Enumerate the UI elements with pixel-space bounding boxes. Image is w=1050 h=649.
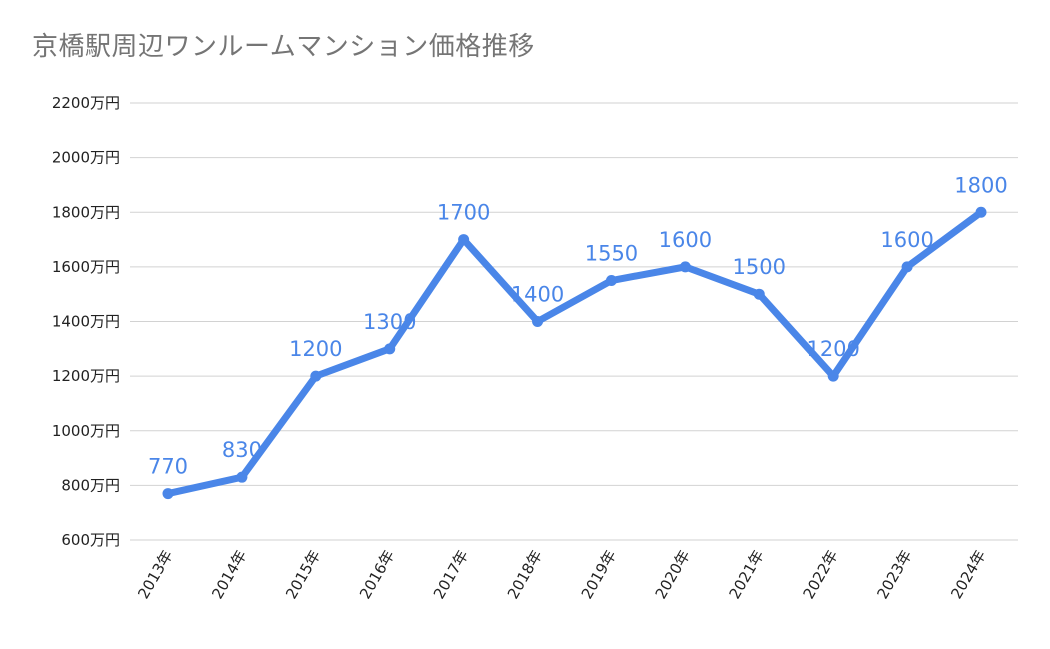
data-point — [901, 261, 913, 273]
x-tick-label: 2024年 — [947, 547, 989, 602]
x-tick-label: 2017年 — [430, 547, 472, 602]
data-label: 1300 — [363, 310, 416, 334]
x-axis-ticks: 2013年 2014年 2015年 2016年 2017年 2018年 2019年 2020年… — [134, 547, 989, 602]
data-point — [310, 370, 322, 382]
y-tick-label: 1200万円 — [52, 367, 120, 385]
y-tick-label: 1800万円 — [52, 203, 120, 221]
data-point — [236, 471, 248, 483]
x-tick-label: 2018年 — [504, 547, 546, 602]
data-point — [384, 343, 396, 355]
data-point — [532, 316, 544, 327]
data-label: 1600 — [659, 228, 712, 252]
data-point — [162, 488, 174, 500]
y-tick-label: 2000万円 — [52, 149, 120, 167]
data-point — [975, 206, 987, 218]
x-tick-label: 2021年 — [726, 547, 768, 602]
data-label: 1400 — [511, 283, 564, 307]
data-point — [679, 261, 691, 273]
data-label: 1500 — [733, 255, 786, 279]
chart-title: 京橋駅周辺ワンルームマンション価格推移 — [32, 32, 535, 62]
x-tick-label: 2020年 — [652, 547, 694, 602]
y-tick-label: 1600万円 — [52, 258, 120, 276]
data-label: 830 — [222, 438, 262, 462]
data-label: 1200 — [289, 337, 342, 361]
data-point — [753, 288, 765, 300]
x-tick-label: 2023年 — [873, 547, 915, 602]
data-point — [458, 234, 470, 246]
y-tick-label: 2200万円 — [52, 94, 120, 112]
x-tick-label: 2016年 — [356, 547, 398, 602]
data-point — [827, 370, 839, 382]
series-line — [164, 208, 985, 498]
y-axis-ticks: 600万円 800万円 1000万円 1200万円 1400万円 1600万円 1800万円… — [52, 94, 120, 549]
data-label: 1600 — [880, 228, 933, 252]
data-label: 1700 — [437, 201, 490, 225]
data-point — [605, 275, 617, 287]
series-price — [162, 206, 987, 500]
x-tick-label: 2015年 — [282, 547, 324, 602]
x-tick-label: 2019年 — [578, 547, 620, 602]
data-label: 1200 — [806, 337, 859, 361]
x-tick-label: 2013年 — [134, 547, 176, 602]
data-label: 1800 — [954, 173, 1007, 197]
data-label: 1550 — [585, 242, 638, 266]
x-tick-label: 2022年 — [799, 547, 841, 602]
y-tick-label: 1400万円 — [52, 313, 120, 331]
data-labels: 770 830 1200 1300 1700 1400 1550 1600 1500 1200 16… — [148, 173, 1008, 478]
y-tick-label: 1000万円 — [52, 422, 120, 440]
y-tick-label: 600万円 — [61, 531, 120, 549]
data-label: 770 — [148, 455, 188, 479]
y-tick-label: 800万円 — [61, 476, 120, 494]
x-tick-label: 2014年 — [208, 547, 250, 602]
gridlines — [130, 102, 1018, 541]
